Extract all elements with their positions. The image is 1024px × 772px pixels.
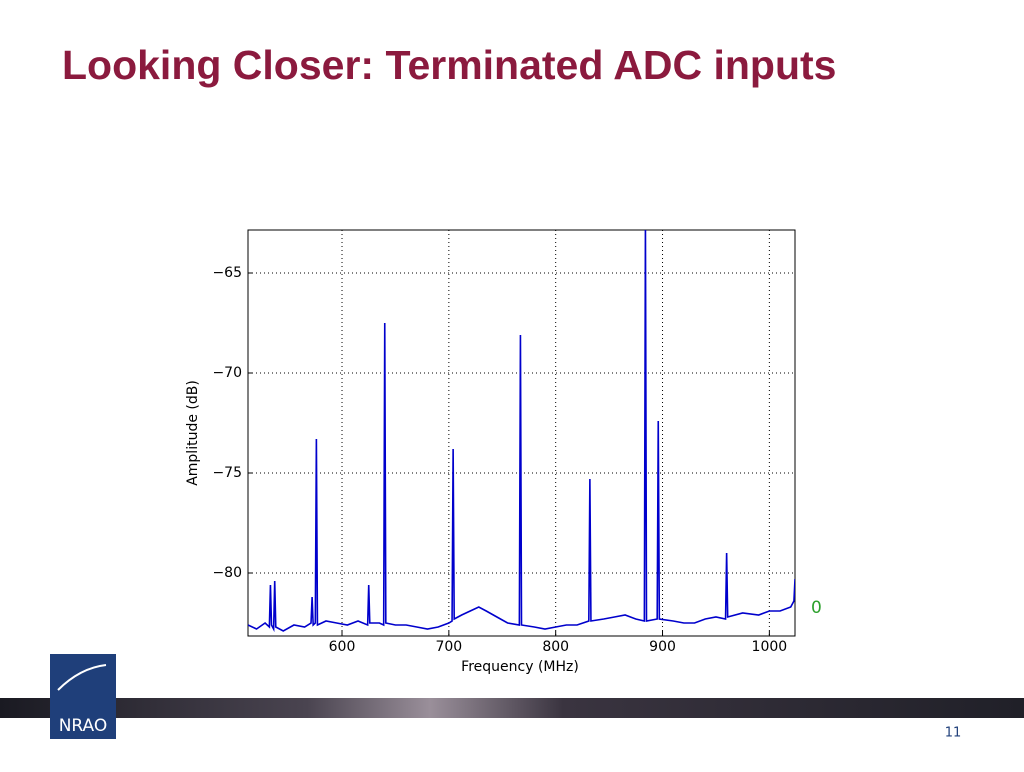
footer-band	[0, 698, 1024, 718]
y-tick-label: −75	[212, 465, 242, 481]
plot-area	[248, 230, 795, 633]
x-tick-label: 700	[435, 639, 462, 655]
x-tick-label: 800	[542, 639, 569, 655]
x-tick-label: 1000	[752, 639, 788, 655]
logo	[50, 654, 116, 739]
ticks: −65 −70 −75 −80 600 700 800 900 1000	[212, 265, 787, 655]
x-tick-label: 900	[649, 639, 676, 655]
slide-title: Looking Closer: Terminated ADC inputs	[62, 42, 836, 88]
x-tick-label: 600	[329, 639, 356, 655]
series-line	[248, 230, 795, 633]
slide-number: 11	[945, 726, 962, 741]
y-tick-label: −65	[212, 265, 242, 281]
y-axis-label: Amplitude (dB)	[185, 380, 201, 486]
logo-arc	[57, 664, 107, 691]
logo-text: NRAO	[59, 716, 108, 736]
y-tick-label: −70	[212, 365, 242, 381]
series-label: 0	[811, 598, 822, 618]
y-tick-label: −80	[212, 565, 242, 581]
x-axis-label: Frequency (MHz)	[461, 659, 579, 675]
